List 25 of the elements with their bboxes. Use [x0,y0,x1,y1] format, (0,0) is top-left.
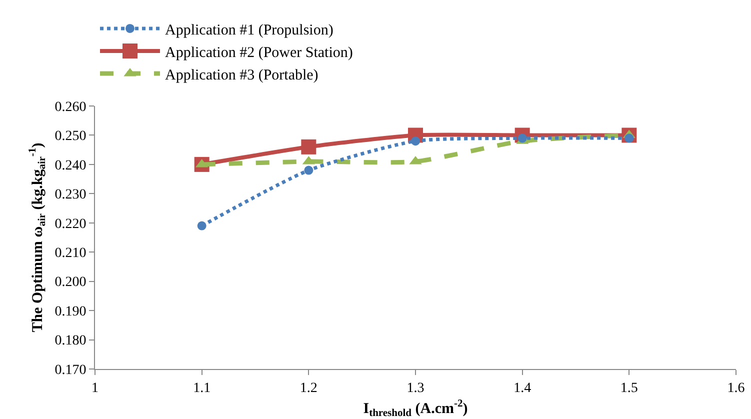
y-tick-label: 0.240 [54,158,86,174]
y-tick-label: 0.250 [54,129,86,144]
x-tick-label: 1 [92,380,98,396]
x-axis-title: I$_{threshold}$ (A.cm$^{-2}$) [363,398,468,419]
y-tick-label: 0.170 [54,362,86,378]
y-tick-label: 0.190 [54,304,86,320]
y-tick-label: 0.180 [54,334,86,349]
point [411,136,420,146]
x-tick-label: 1.2 [300,380,318,396]
legend-label: Application #1 (Propulsion) [165,22,334,38]
x-tick-label: 1.3 [406,380,424,396]
y-tick-label: 0.220 [54,216,86,232]
y-tick-label: 0.210 [54,246,86,262]
point [301,139,316,154]
x-tick-label: 1.1 [193,380,211,396]
legend-label: Application #3 (Portable) [165,67,318,84]
point [197,221,206,230]
x-tick-label: 1.6 [727,380,745,396]
x-tick-label: 1.4 [514,380,532,396]
legend-label: Application #2 (Power Station) [165,44,353,61]
y-tick-label: 0.260 [54,100,86,115]
y-tick-label: 0.200 [54,275,86,290]
point [304,166,314,175]
y-tick-label: 0.230 [54,188,86,203]
x-tick-label: 1.5 [620,380,638,396]
